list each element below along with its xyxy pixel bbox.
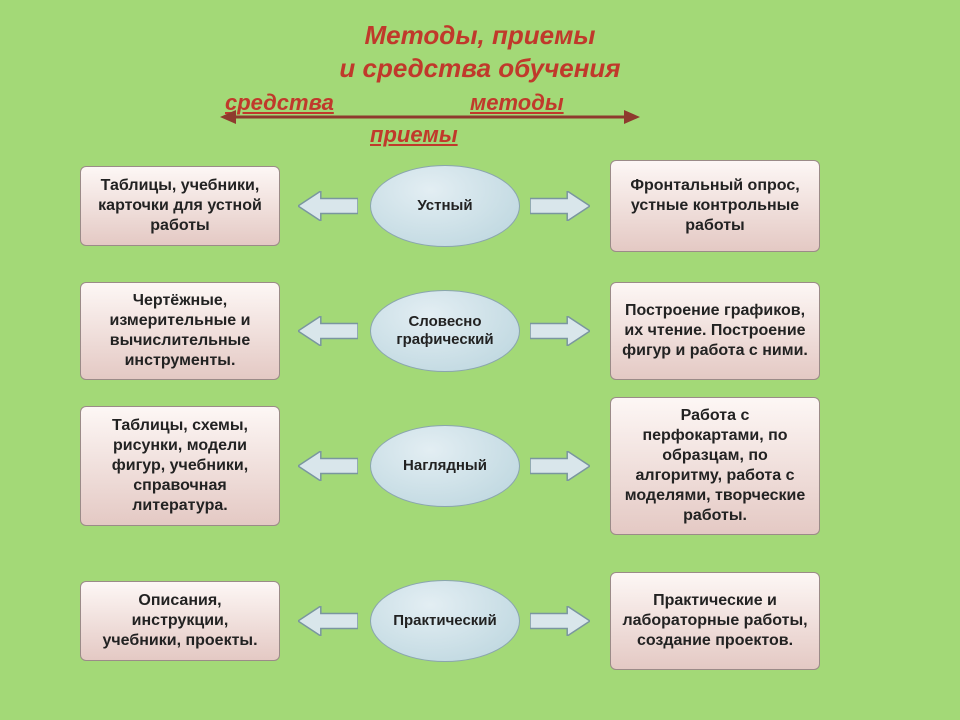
left-box-3: Описания, инструкции, учебники, проекты.	[80, 581, 280, 661]
header: Методы, приемы и средства обучения	[0, 20, 960, 84]
title-line2: и средства обучения	[0, 53, 960, 84]
center-ellipse-1: Словесно графический	[370, 290, 520, 372]
center-ellipse-2: Наглядный	[370, 425, 520, 507]
arrow-left-1	[298, 316, 358, 346]
arrow-left-0	[298, 191, 358, 221]
arrow-right-0	[530, 191, 590, 221]
arrow-right-1	[530, 316, 590, 346]
right-box-0: Фронтальный опрос, устные контрольные ра…	[610, 160, 820, 252]
title-line1: Методы, приемы	[0, 20, 960, 51]
right-box-3: Практические и лабораторные работы, созд…	[610, 572, 820, 670]
arrow-right-2	[530, 451, 590, 481]
arrow-left-3	[298, 606, 358, 636]
left-box-1: Чертёжные, измерительные и вычислительны…	[80, 282, 280, 380]
left-box-2: Таблицы, схемы, рисунки, модели фигур, у…	[80, 406, 280, 526]
right-box-2: Работа с перфокартами, по образцам, по а…	[610, 397, 820, 535]
arrow-left-2	[298, 451, 358, 481]
right-box-1: Построение графиков, их чтение. Построен…	[610, 282, 820, 380]
top-double-arrow	[220, 108, 640, 126]
center-ellipse-0: Устный	[370, 165, 520, 247]
center-ellipse-3: Практический	[370, 580, 520, 662]
arrow-right-3	[530, 606, 590, 636]
left-box-0: Таблицы, учебники, карточки для устной р…	[80, 166, 280, 246]
